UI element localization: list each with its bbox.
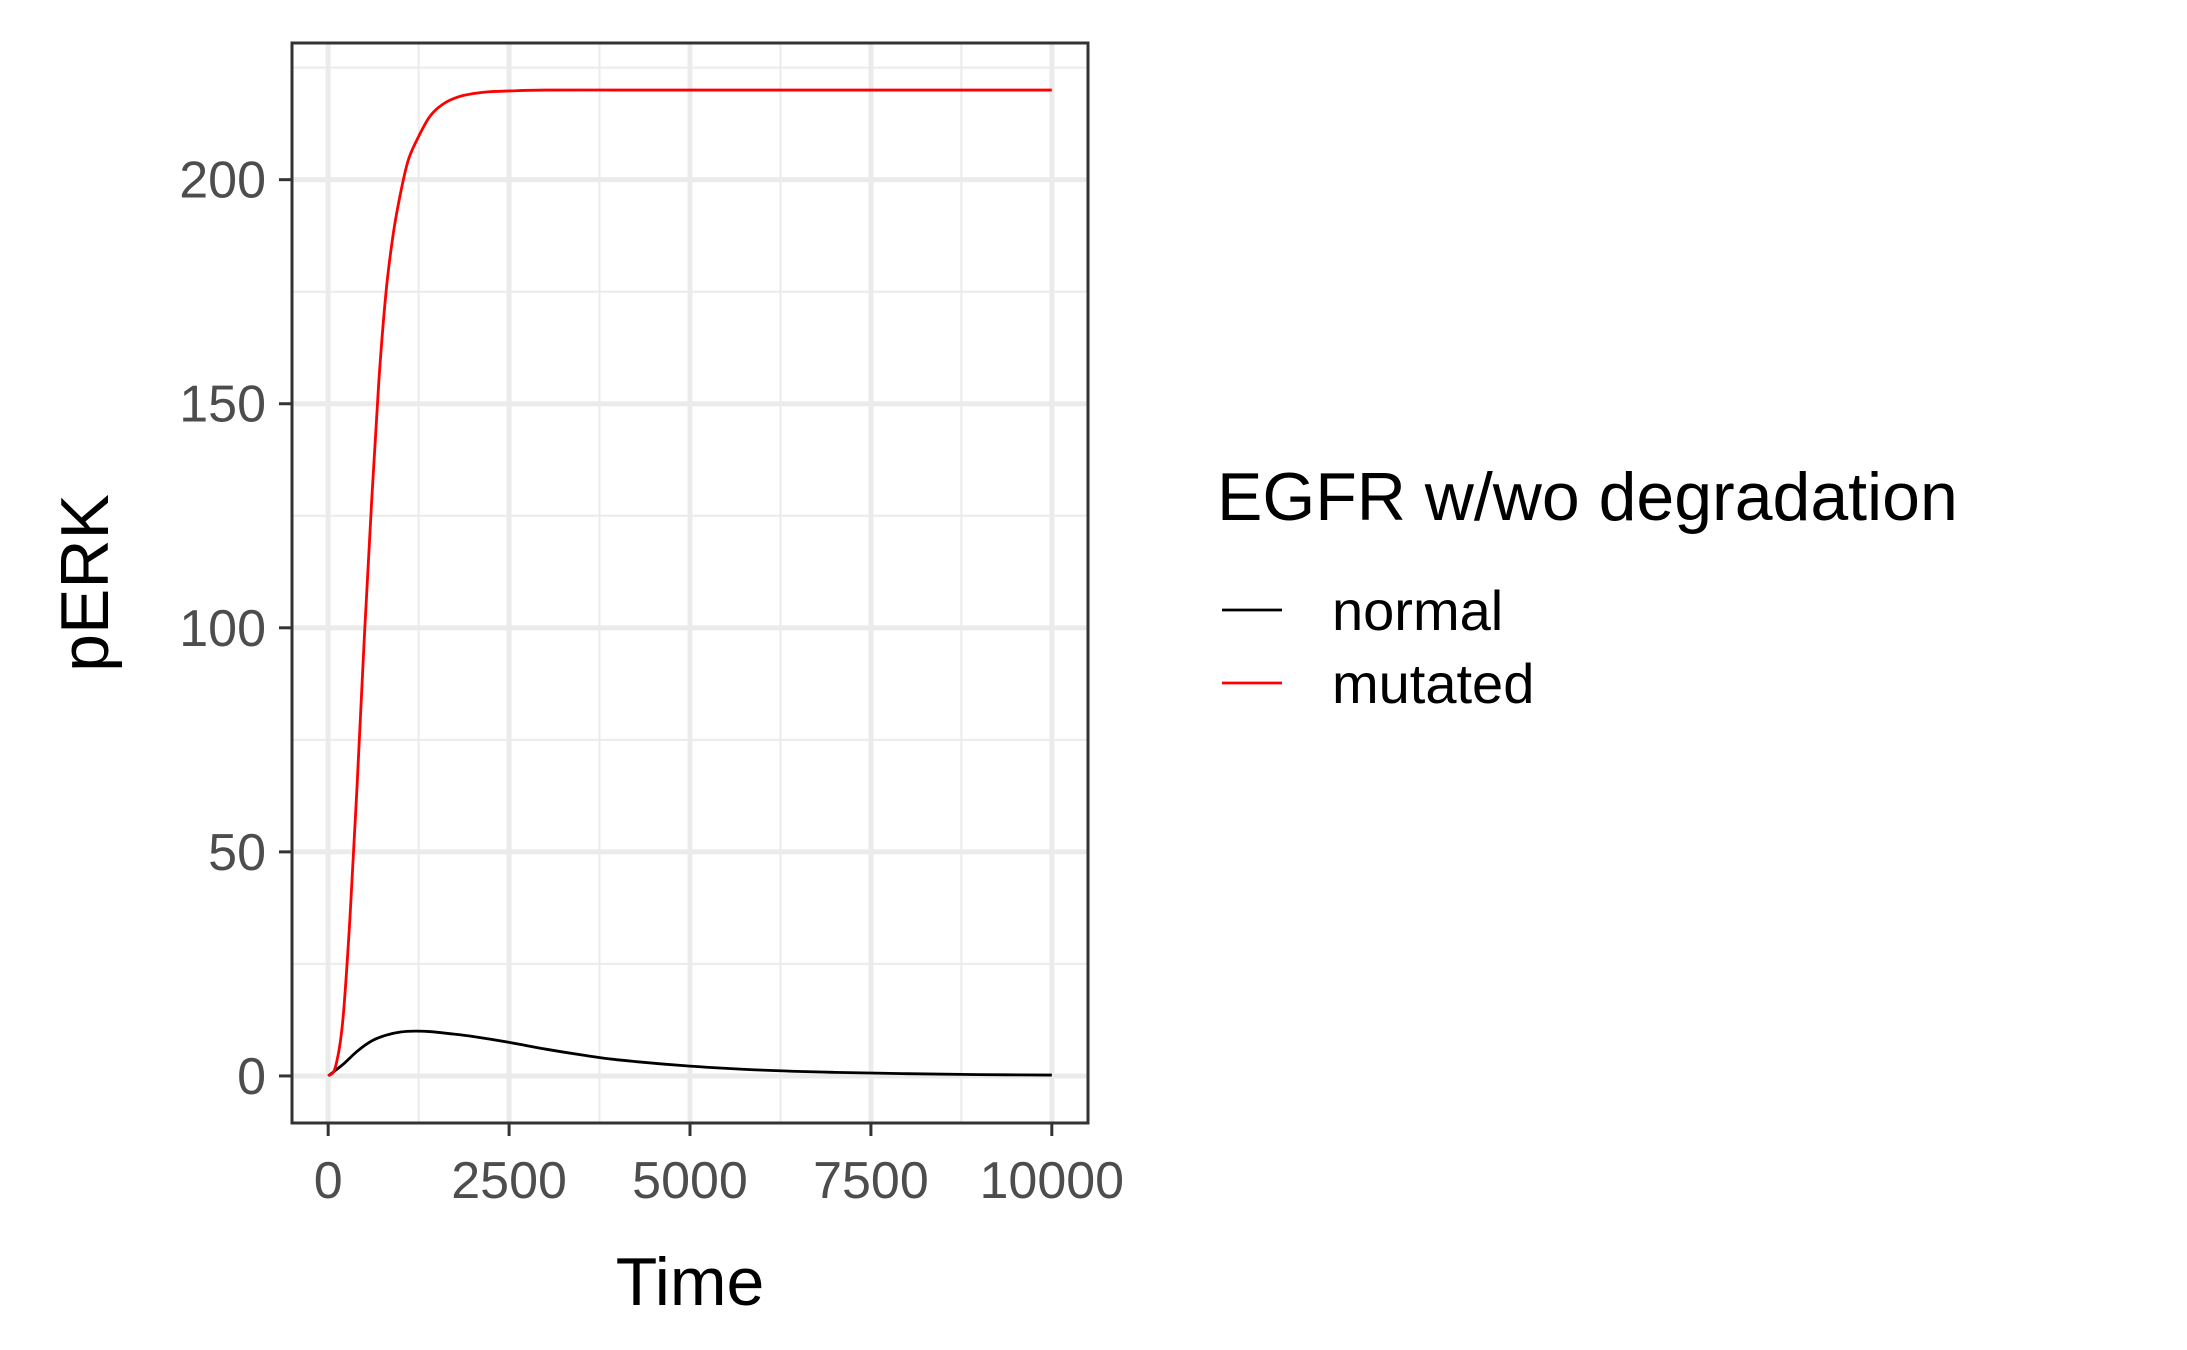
y-axis-title: pERK <box>47 494 123 672</box>
y-tick-label: 200 <box>179 152 266 210</box>
y-tick-label: 50 <box>208 824 266 882</box>
x-tick-label: 2500 <box>451 1152 567 1210</box>
series-layer <box>327 88 1052 1078</box>
x-axis-title: Time <box>616 1244 765 1320</box>
legend-title: EGFR w/wo degradation <box>1217 459 1958 535</box>
series-line-mutated <box>327 88 1052 1078</box>
x-tick-label: 5000 <box>632 1152 748 1210</box>
x-tick-label: 0 <box>314 1152 343 1210</box>
y-tick-label: 100 <box>179 600 266 658</box>
y-tick-label: 150 <box>179 376 266 434</box>
axes: 0 2500 5000 7500 10000 0 50 100 150 200 <box>179 152 1124 1210</box>
legend-label-normal: normal <box>1332 579 1503 642</box>
grid <box>292 43 1088 1123</box>
x-tick-label: 10000 <box>980 1152 1125 1210</box>
x-tick-label: 7500 <box>813 1152 929 1210</box>
y-tick-label: 0 <box>237 1048 266 1106</box>
legend-label-mutated: mutated <box>1332 652 1534 715</box>
legend: EGFR w/wo degradation normal mutated <box>1217 459 1958 715</box>
series-line-normal <box>327 1029 1052 1078</box>
